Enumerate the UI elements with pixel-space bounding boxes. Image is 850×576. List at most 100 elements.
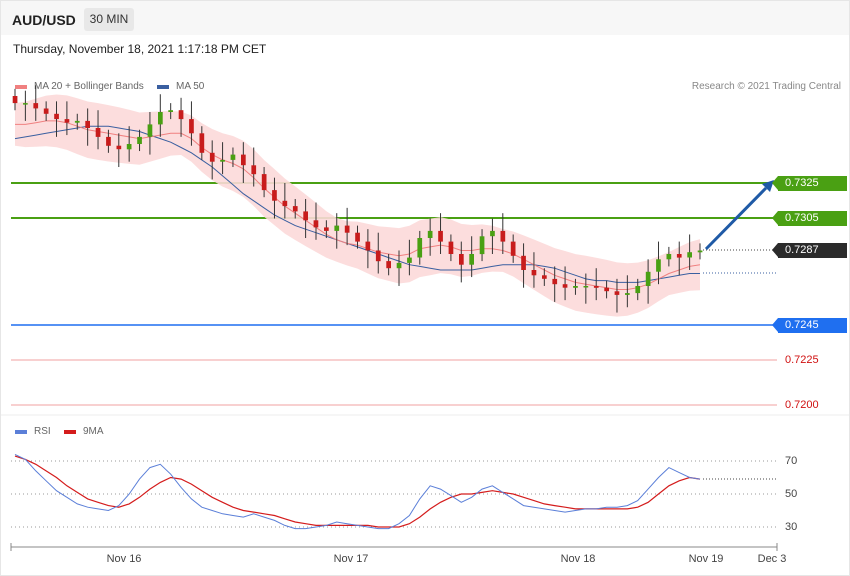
candle-body <box>697 250 703 253</box>
x-tick-label: Dec 3 <box>757 553 787 565</box>
candle-body <box>635 286 641 294</box>
level-s3-text: 0.7200 <box>785 399 819 411</box>
level-tag-r1: 0.7305 <box>772 211 847 226</box>
candle-body <box>334 225 340 231</box>
price-layer <box>12 85 703 317</box>
level-tag-r2: 0.7325 <box>772 176 847 191</box>
candle-body <box>158 112 163 125</box>
candle-body <box>604 287 609 292</box>
candle-body <box>438 230 443 242</box>
candle-body <box>126 144 132 150</box>
candle-body <box>282 200 288 207</box>
candle-body <box>459 254 464 265</box>
candle-body <box>199 133 205 153</box>
candle-body <box>625 293 630 295</box>
candle-body <box>33 103 39 109</box>
x-tick-label: Nov 16 <box>106 553 142 565</box>
ma20-swatch <box>15 84 27 89</box>
x-tick-label: Nov 17 <box>333 553 369 565</box>
candle-body <box>531 270 537 276</box>
candle-body <box>427 230 433 238</box>
candle-body <box>220 159 225 162</box>
candle-body <box>521 255 526 270</box>
forecast-arrow-head <box>762 180 774 192</box>
candle-body <box>251 165 257 175</box>
candle-body <box>74 120 80 123</box>
symbol-label[interactable]: AUD/USD <box>12 12 76 28</box>
candle-body <box>168 110 173 112</box>
level-tag-last: 0.7287 <box>772 243 847 258</box>
candle-body <box>365 241 371 251</box>
level-r2-text: 0.7325 <box>785 177 819 189</box>
candle-body <box>417 238 423 258</box>
candle-body <box>448 241 454 254</box>
candle-body <box>666 254 672 260</box>
candle-body <box>542 275 547 279</box>
candle-body <box>137 136 142 144</box>
candle-body <box>147 124 153 137</box>
candle-body <box>687 252 692 258</box>
candle-body <box>552 278 558 285</box>
candle-body <box>106 136 111 146</box>
candle-body <box>116 145 122 150</box>
chart-header: AUD/USD 30 MIN <box>1 1 849 35</box>
level-s2-text: 0.7225 <box>785 354 819 366</box>
candle-body <box>510 241 516 256</box>
ma9-swatch <box>64 429 76 434</box>
candle-body <box>490 230 495 237</box>
legend-ma20-label: MA 20 + Bollinger Bands <box>34 81 144 92</box>
candle-body <box>292 206 298 212</box>
candle-body <box>469 254 474 265</box>
candle-body <box>386 261 391 269</box>
rsi-line <box>14 453 701 530</box>
candle-body <box>614 291 620 295</box>
x-tick-label: Nov 19 <box>688 553 724 565</box>
candle-body <box>344 225 350 233</box>
candle-body <box>54 113 59 120</box>
level-tag-s1: 0.7245 <box>772 318 847 333</box>
candle-body <box>23 103 28 105</box>
candle-body <box>375 250 381 262</box>
rsi-swatch <box>15 429 27 434</box>
candle-body <box>230 154 236 160</box>
timeframe-badge[interactable]: 30 MIN <box>84 8 134 31</box>
candle-body <box>241 154 246 166</box>
candle-body <box>12 96 18 104</box>
legend-ma50-label: MA 50 <box>176 81 205 92</box>
rsi-9ma-line <box>14 455 701 528</box>
level-r1-text: 0.7305 <box>785 212 819 224</box>
candle-body <box>313 220 319 228</box>
candle-body <box>656 259 661 272</box>
legend-rsi: RSI <box>15 426 51 437</box>
candle-body <box>593 286 599 288</box>
candle-body <box>95 128 101 137</box>
candle-body <box>479 236 485 255</box>
level-last-text: 0.7287 <box>785 244 819 256</box>
legend-ma50: MA 50 <box>157 81 204 92</box>
legend-rsi-label: RSI <box>34 426 51 437</box>
candle-body <box>272 190 277 201</box>
candle-body <box>676 254 682 258</box>
ma50-swatch <box>157 84 169 89</box>
legend-ma20: MA 20 + Bollinger Bands <box>15 81 144 92</box>
candle-body <box>209 152 215 162</box>
forecast-arrow-shaft <box>704 186 768 251</box>
candle-body <box>189 119 194 134</box>
candle-body <box>500 230 506 242</box>
candle-body <box>178 110 184 120</box>
candle-body <box>407 257 412 263</box>
candle-body <box>562 284 568 288</box>
candle-body <box>645 271 651 286</box>
candle-body <box>573 286 578 288</box>
candle-body <box>583 286 589 288</box>
legend-9ma-label: 9MA <box>83 426 104 437</box>
timestamp: Thursday, November 18, 2021 1:17:18 PM C… <box>13 42 267 56</box>
candle-body <box>64 119 70 123</box>
rsi-tick-70: 70 <box>785 455 798 467</box>
candle-body <box>355 232 360 242</box>
rsi-tick-30: 30 <box>785 521 798 533</box>
candle-body <box>85 120 90 128</box>
legend-9ma: 9MA <box>64 426 104 437</box>
candle-body <box>43 108 49 114</box>
